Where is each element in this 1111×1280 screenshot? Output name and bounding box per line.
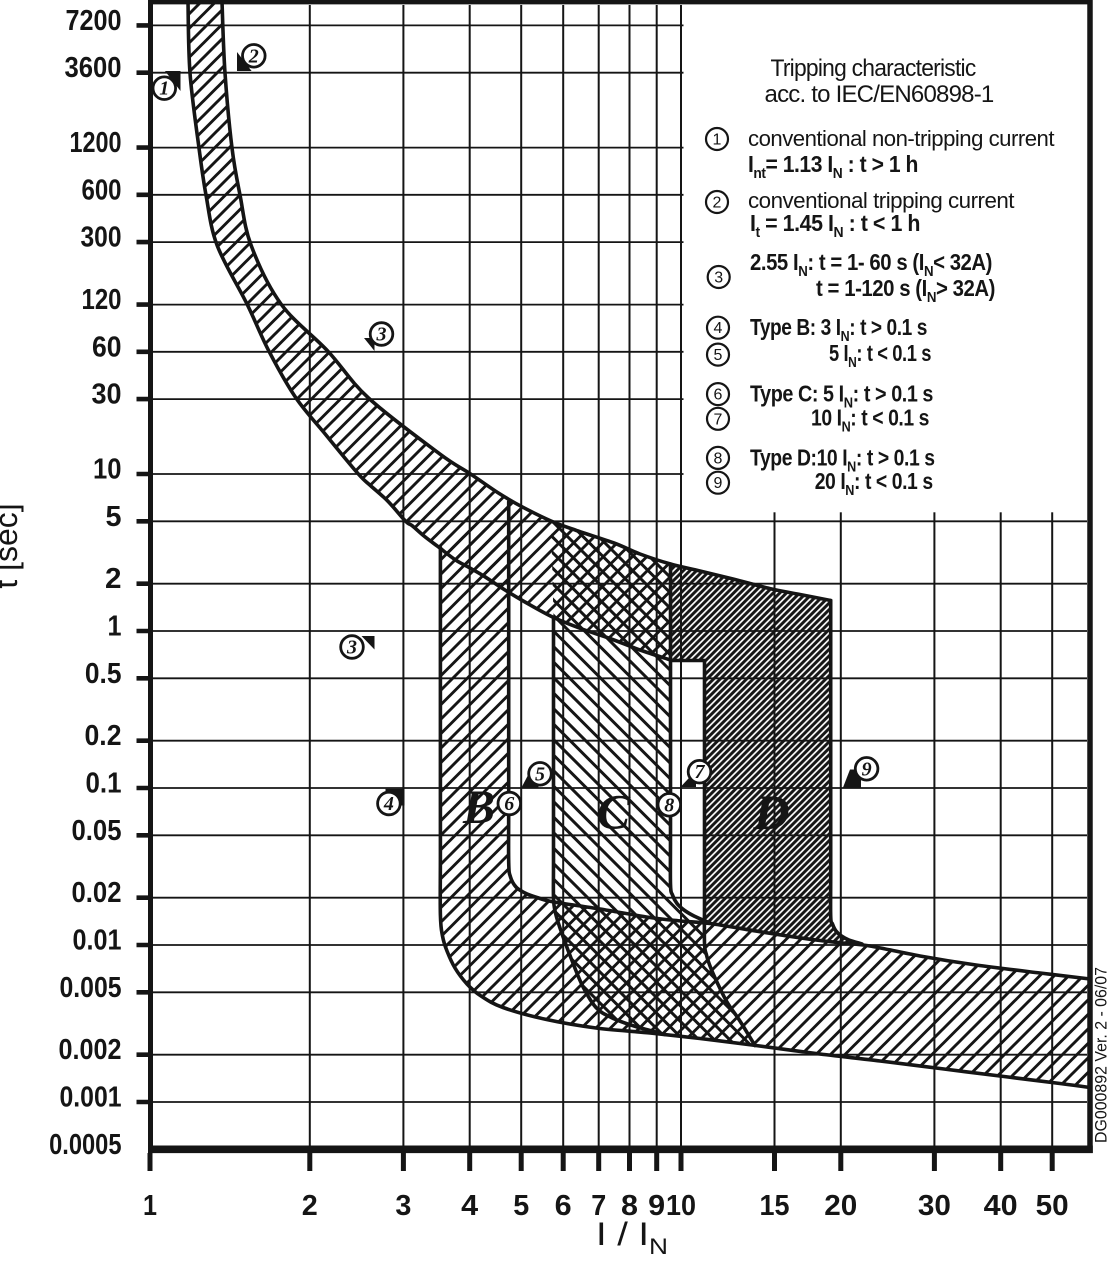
svg-text:7: 7 [695,761,706,783]
svg-text:2: 2 [105,563,122,595]
svg-text:1200: 1200 [70,127,122,159]
svg-text:8: 8 [621,1190,638,1222]
svg-text:0.1: 0.1 [86,768,122,800]
svg-text:t = 1-120 s (IN​> 32A): t = 1-120 s (IN​> 32A) [816,275,995,306]
svg-text:7: 7 [714,411,723,428]
svg-text:3: 3 [714,270,723,287]
svg-text:2.55 IN​: t = 1- 60 s (IN​< 32: 2.55 IN​: t = 1- 60 s (IN​< 32A) [750,249,992,280]
svg-text:conventional tripping current: conventional tripping current [748,188,1014,213]
svg-text:5: 5 [513,1190,529,1222]
svg-text:9: 9 [862,758,872,780]
svg-text:10: 10 [93,454,122,486]
svg-text:Type C: 5 IN​: t > 0.1 s: Type C: 5 IN​: t > 0.1 s [750,381,933,412]
svg-text:1: 1 [143,1190,157,1222]
svg-text:60: 60 [92,331,122,363]
svg-text:3: 3 [395,1190,411,1222]
svg-text:10: 10 [666,1190,696,1222]
svg-text:0.5: 0.5 [85,658,122,690]
svg-text:0.0005: 0.0005 [49,1129,121,1161]
svg-text:40: 40 [984,1190,1018,1222]
svg-text:8: 8 [664,794,674,816]
svg-text:t [sec]: t [sec] [0,503,24,588]
svg-text:acc. to IEC/EN60898-1: acc. to IEC/EN60898-1 [765,81,994,108]
svg-text:20: 20 [824,1190,857,1222]
svg-text:0.001: 0.001 [60,1082,122,1114]
svg-text:5 IN​: t < 0.1 s: 5 IN​: t < 0.1 s [829,340,931,371]
svg-text:5: 5 [535,763,545,785]
svg-text:4: 4 [383,793,394,815]
svg-text:30: 30 [918,1190,951,1222]
svg-text:4: 4 [714,320,723,337]
svg-text:2: 2 [713,195,722,212]
svg-text:20 IN​: t < 0.1 s: 20 IN​: t < 0.1 s [815,468,933,499]
svg-text:50: 50 [1036,1190,1069,1222]
svg-text:1: 1 [159,78,169,100]
svg-text:0.005: 0.005 [60,972,122,1004]
svg-text:6: 6 [714,387,723,404]
svg-text:120: 120 [82,284,122,316]
svg-text:300: 300 [81,222,122,254]
svg-text:30: 30 [92,379,122,411]
svg-text:9: 9 [714,475,723,492]
svg-text:conventional non-tripping curr: conventional non-tripping current [748,126,1054,151]
svg-text:B: B [462,781,495,834]
svg-text:5: 5 [106,501,122,533]
svg-text:DG000892 Ver. 2 - 06/07: DG000892 Ver. 2 - 06/07 [1093,967,1111,1143]
svg-text:4: 4 [461,1190,478,1222]
svg-text:C: C [597,784,631,840]
svg-text:15: 15 [760,1190,790,1222]
svg-text:3: 3 [376,324,387,346]
svg-text:3600: 3600 [65,52,122,84]
svg-text:1: 1 [713,132,722,149]
svg-text:1: 1 [108,611,122,643]
svg-text:6: 6 [555,1190,572,1222]
svg-text:I / IN: I / IN [596,1216,668,1259]
svg-text:2: 2 [248,45,259,67]
svg-text:10 IN​: t < 0.1 s: 10 IN​: t < 0.1 s [811,405,929,436]
svg-text:0.002: 0.002 [59,1034,122,1066]
svg-text:0.02: 0.02 [72,877,122,909]
svg-text:7: 7 [591,1190,606,1222]
svg-text:7200: 7200 [66,5,122,37]
svg-text:0.01: 0.01 [73,925,122,957]
svg-text:9: 9 [648,1190,665,1222]
svg-text:0.2: 0.2 [85,720,122,752]
svg-text:D: D [752,784,789,840]
svg-text:0.05: 0.05 [72,815,122,847]
svg-text:Tripping characteristic: Tripping characteristic [771,55,977,82]
svg-text:Type B: 3 IN​: t > 0.1 s: Type B: 3 IN​: t > 0.1 s [750,314,927,345]
svg-text:6: 6 [504,793,514,815]
svg-text:8: 8 [714,450,723,467]
svg-text:2: 2 [302,1190,318,1222]
svg-text:Type D:10 IN​: t > 0.1 s: Type D:10 IN​: t > 0.1 s [750,444,935,475]
svg-text:600: 600 [82,174,122,206]
svg-text:5: 5 [714,347,723,364]
svg-text:3: 3 [346,637,357,659]
